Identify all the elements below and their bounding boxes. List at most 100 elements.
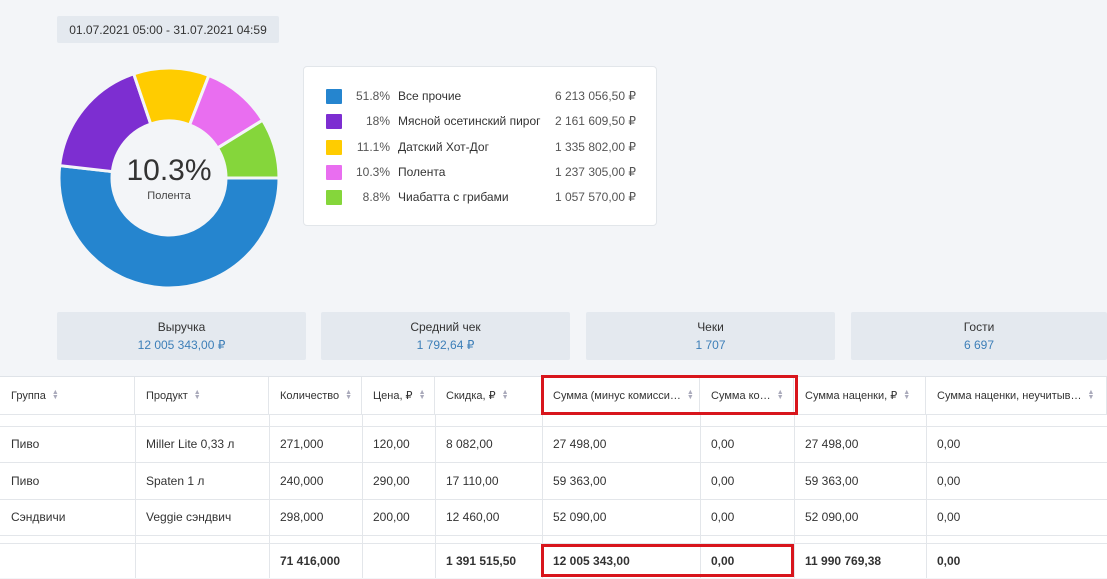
table-cell: 52 090,00: [553, 510, 607, 524]
sort-icon[interactable]: ▲ ▼: [51, 389, 59, 401]
totals-cell: 12 005 343,00: [553, 554, 630, 568]
column-header[interactable]: Сумма (минус комисси… ▲ ▼: [542, 377, 700, 414]
report-table: Группа ▲ ▼ Продукт ▲ ▼ Количество ▲ ▼ Цена, ₽ ▲ ▼ Ск…: [0, 376, 1107, 578]
table-cell: 52 090,00: [805, 510, 859, 524]
table-cell: 0,00: [937, 437, 961, 451]
table-cell: Veggie сэндвич: [146, 510, 232, 524]
column-header-label: Сумма (минус комисси…: [553, 389, 681, 402]
legend-item[interactable]: 18% Мясной осетинский пирог 2 161 609,50…: [304, 112, 656, 137]
totals-cell: 1 391 515,50: [446, 554, 517, 568]
legend-value: 1 237 305,00 ₽: [554, 164, 636, 179]
legend-value: 1 335 802,00 ₽: [554, 139, 636, 154]
legend-swatch: [326, 139, 342, 155]
column-header-label: Группа: [11, 389, 46, 402]
legend-percent: 51.8%: [355, 89, 390, 103]
legend-percent: 10.3%: [355, 164, 390, 179]
sort-icon[interactable]: ▲ ▼: [903, 389, 911, 401]
legend-value: 2 161 609,50 ₽: [554, 114, 636, 129]
table-cell: 0,00: [711, 437, 735, 451]
table-cell: 200,00: [373, 510, 410, 524]
column-header-label: Сумма наценки, неучитыв…: [937, 389, 1082, 402]
legend-item[interactable]: 8.8% Чиабатта с грибами 1 057 570,00 ₽: [304, 188, 656, 213]
column-header[interactable]: Сумма наценки, неучитыв… ▲ ▼: [926, 377, 1107, 414]
column-header[interactable]: Количество ▲ ▼: [269, 377, 362, 414]
table-cell: Miller Lite 0,33 л: [146, 437, 235, 451]
sort-icon[interactable]: ▲ ▼: [418, 389, 426, 401]
kpi-value: 6 697: [963, 338, 995, 352]
totals-cell: [135, 543, 269, 579]
table-cell: 120,00: [373, 437, 410, 451]
kpi-average-check: Средний чек 1 792,64 ₽: [321, 312, 570, 360]
sort-icon[interactable]: ▲ ▼: [501, 389, 509, 401]
totals-cell: 71 416,000: [280, 554, 341, 568]
column-header[interactable]: Продукт ▲ ▼: [135, 377, 269, 414]
kpi-title: Чеки: [697, 320, 724, 334]
totals-cell: 0,00: [937, 554, 961, 568]
totals-cell: [0, 543, 135, 579]
column-header[interactable]: Сумма ко… ▲ ▼: [700, 377, 794, 414]
table-cell: Spaten 1 л: [146, 474, 205, 488]
date-range-chip[interactable]: 01.07.2021 05:00 - 31.07.2021 04:59: [57, 16, 279, 43]
table-cell: Пиво: [11, 437, 40, 451]
kpi-value: 1 707: [695, 338, 726, 352]
table-cell: 0,00: [711, 510, 735, 524]
table-cell: 0,00: [711, 474, 735, 488]
column-header-label: Сумма ко…: [711, 389, 771, 402]
totals-cell: 11 990 769,38: [805, 554, 882, 568]
legend-item[interactable]: 11.1% Датский Хот-Дог 1 335 802,00 ₽: [304, 138, 656, 163]
kpi-title: Средний чек: [410, 320, 481, 334]
table-cell: 59 363,00: [553, 474, 607, 488]
table-cell: 27 498,00: [805, 437, 859, 451]
kpi-value: 12 005 343,00 ₽: [137, 338, 226, 352]
kpi-title: Выручка: [157, 320, 206, 334]
table-cell: 0,00: [937, 510, 961, 524]
table-cell: Сэндвичи: [11, 510, 66, 524]
sort-icon[interactable]: ▲ ▼: [776, 389, 784, 401]
legend-swatch: [326, 190, 342, 206]
column-header-label: Цена, ₽: [373, 390, 413, 402]
kpi-value: 1 792,64 ₽: [416, 338, 475, 352]
table-cell: 8 082,00: [446, 437, 493, 451]
table-cell: 27 498,00: [553, 437, 607, 451]
sort-icon[interactable]: ▲ ▼: [193, 389, 201, 401]
chart-legend: 51.8% Все прочие 6 213 056,50 ₽ 18% Мясн…: [303, 66, 657, 226]
table-cell: 271,000: [280, 437, 324, 451]
table-cell: 0,00: [937, 474, 961, 488]
table-cell: 290,00: [373, 474, 410, 488]
column-header-label: Сумма наценки, ₽: [805, 390, 898, 402]
table-cell: 12 460,00: [446, 510, 500, 524]
column-header[interactable]: Цена, ₽ ▲ ▼: [362, 377, 435, 414]
kpi-revenue: Выручка 12 005 343,00 ₽: [57, 312, 306, 360]
legend-name: Мясной осетинский пирог: [398, 114, 541, 129]
column-header[interactable]: Группа ▲ ▼: [0, 377, 135, 414]
column-header-label: Скидка, ₽: [446, 390, 496, 402]
donut-chart: [57, 66, 281, 290]
legend-percent: 8.8%: [362, 190, 390, 205]
legend-name: Полента: [398, 164, 446, 179]
kpi-checks: Чеки 1 707: [586, 312, 835, 360]
sort-icon[interactable]: ▲ ▼: [345, 389, 353, 401]
totals-cell: [362, 543, 435, 579]
legend-name: Чиабатта с грибами: [398, 190, 509, 205]
donut-slice[interactable]: [57, 163, 281, 290]
legend-percent: 11.1%: [356, 139, 390, 154]
donut-slice[interactable]: [58, 71, 153, 174]
column-header[interactable]: Скидка, ₽ ▲ ▼: [435, 377, 542, 414]
column-header[interactable]: Сумма наценки, ₽ ▲ ▼: [794, 377, 926, 414]
legend-value: 6 213 056,50 ₽: [554, 89, 636, 103]
legend-item[interactable]: 10.3% Полента 1 237 305,00 ₽: [304, 163, 656, 188]
table-cell: 240,000: [280, 474, 324, 488]
sort-icon[interactable]: ▲ ▼: [686, 389, 694, 401]
column-header-label: Количество: [280, 389, 340, 402]
legend-value: 1 057 570,00 ₽: [554, 190, 636, 205]
donut-slice[interactable]: [215, 118, 281, 180]
legend-item[interactable]: 51.8% Все прочие 6 213 056,50 ₽: [304, 87, 656, 112]
sort-icon[interactable]: ▲ ▼: [1087, 389, 1095, 401]
legend-percent: 18%: [365, 114, 390, 129]
legend-swatch: [326, 89, 342, 104]
legend-name: Все прочие: [398, 89, 462, 103]
kpi-title: Гости: [963, 320, 995, 334]
kpi-guests: Гости 6 697: [851, 312, 1107, 360]
legend-swatch: [326, 114, 342, 130]
legend-name: Датский Хот-Дог: [398, 139, 489, 154]
